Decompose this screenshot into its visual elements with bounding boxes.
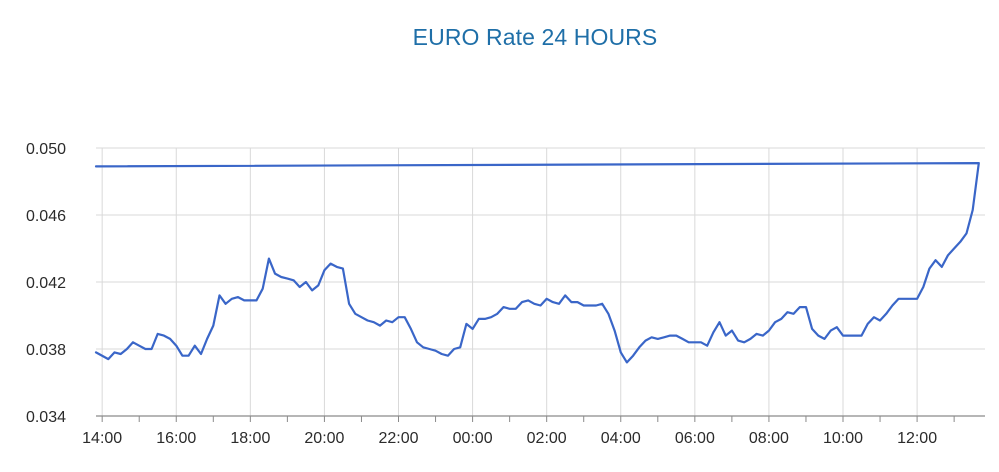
y-tick-label: 0.050 [26, 141, 66, 158]
x-tick-label: 22:00 [378, 430, 418, 447]
series-layer [94, 162, 980, 364]
y-tick-label: 0.042 [26, 275, 66, 292]
x-tick-label: 14:00 [82, 430, 122, 447]
x-tick-labels: 14:00 16:00 18:00 20:00 22:00 00:00 02:00 04:00… [82, 430, 937, 447]
x-tick-label: 10:00 [823, 430, 863, 447]
x-tick-label: 12:00 [897, 430, 937, 447]
x-tick-label: 02:00 [527, 430, 567, 447]
x-tick-label: 20:00 [304, 430, 344, 447]
gridlines [96, 147, 985, 416]
x-tick-label: 06:00 [675, 430, 715, 447]
chart-title: EURO Rate 24 HOURS [412, 24, 658, 50]
axes [96, 415, 985, 422]
x-tick-label: 16:00 [156, 430, 196, 447]
x-tick-label: 04:00 [601, 430, 641, 447]
y-tick-label: 0.046 [26, 208, 66, 225]
y-tick-label: 0.034 [26, 409, 66, 426]
x-tick-label: 18:00 [230, 430, 270, 447]
series-line [94, 162, 980, 364]
x-tick-label: 00:00 [453, 430, 493, 447]
y-tick-labels: 0.034 0.038 0.042 0.046 0.050 [26, 141, 66, 426]
x-tick-label: 08:00 [749, 430, 789, 447]
y-tick-label: 0.038 [26, 342, 66, 359]
